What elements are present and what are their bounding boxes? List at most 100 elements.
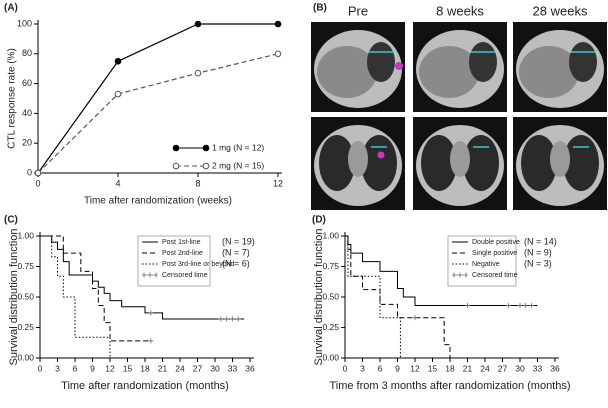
x-tick-label: 0 [343, 363, 348, 373]
lung [421, 135, 457, 191]
x-tick-label: 36 [245, 363, 255, 373]
legend-label: 2 mg (N = 15) [212, 160, 264, 170]
survival-curve [345, 235, 401, 358]
point [34, 169, 42, 177]
lesion [395, 62, 403, 70]
censor-mark [465, 303, 470, 309]
legend-n: (N = 14) [524, 236, 557, 246]
legend-box [137, 235, 211, 287]
point [274, 50, 282, 58]
x-tick-label: 12 [273, 178, 283, 188]
x-tick-label: 30 [515, 363, 525, 373]
x-tick-label: 3 [360, 363, 365, 373]
column-label: 28 weeks [533, 3, 588, 18]
lung [361, 135, 397, 191]
x-tick-label: 36 [550, 363, 560, 373]
censor-mark [412, 315, 418, 321]
censor-mark [230, 316, 235, 322]
lung [469, 42, 497, 82]
censor-mark [148, 310, 154, 316]
x-tick-label: 6 [73, 363, 78, 373]
x-tick-label: 12 [105, 363, 115, 373]
y-tick-label: 0.75 [17, 261, 34, 271]
x-tick-label: 0 [38, 363, 43, 373]
censor-mark [148, 338, 154, 344]
x-tick-label: 33 [228, 363, 238, 373]
censor-mark [517, 303, 523, 309]
y-tick-label: 40 [22, 108, 32, 118]
censor-mark [218, 316, 224, 322]
panel-label: (C) [4, 215, 18, 226]
censor-mark [505, 303, 511, 309]
lesion [377, 151, 385, 159]
legend-label: Post 2nd-line [162, 250, 203, 257]
x-tick-label: 15 [428, 363, 438, 373]
lung [563, 135, 599, 191]
x-tick-label: 3 [55, 363, 60, 373]
survival-curve [40, 235, 151, 342]
y-tick-label: 60 [22, 78, 32, 88]
lung [319, 135, 355, 191]
lung [569, 42, 597, 82]
lung [463, 135, 499, 191]
x-axis-label: Time from 3 months after randomization (… [329, 380, 570, 392]
y-tick-label: 0 [27, 167, 32, 177]
x-tick-label: 33 [533, 363, 543, 373]
y-axis-label: Survival distribution function [313, 229, 325, 366]
x-tick-label: 21 [463, 363, 473, 373]
legend-censor [142, 272, 158, 278]
point [274, 20, 282, 28]
legend-n: (N = 6) [222, 258, 250, 268]
x-tick-label: 6 [378, 363, 383, 373]
x-tick-label: 27 [498, 363, 508, 373]
series-line [37, 23, 278, 174]
legend-marker [172, 162, 180, 170]
censor-mark [523, 303, 529, 309]
censor-mark [235, 316, 241, 322]
x-tick-label: 18 [445, 363, 455, 373]
x-tick-label: 18 [140, 363, 150, 373]
legend-label: Post 1st-line [162, 239, 201, 246]
lung [521, 135, 557, 191]
legend-label: Negative [472, 261, 500, 268]
legend-n: (N = 9) [524, 247, 552, 257]
point [114, 90, 122, 98]
point [194, 69, 202, 77]
point [194, 20, 202, 28]
legend-label: Censored time [472, 272, 518, 279]
panel-label: (A) [4, 3, 18, 14]
x-axis-label: Time after randomization (weeks) [84, 196, 232, 207]
panel-label: (D) [312, 215, 326, 226]
panel-label: (B) [313, 3, 327, 14]
mediastinum [550, 141, 570, 177]
legend-label: 1 mg (N = 12) [212, 142, 264, 152]
censor-mark [224, 316, 230, 322]
legend-marker [202, 162, 210, 170]
y-tick-label: 0.25 [322, 322, 339, 332]
y-axis-label: CTL response rate (%) [7, 48, 18, 149]
y-tick-label: 0.50 [322, 291, 339, 301]
legend-marker [172, 144, 180, 152]
x-tick-label: 24 [480, 363, 490, 373]
x-tick-label: 0 [35, 178, 40, 188]
legend-n: (N = 3) [524, 258, 552, 268]
y-tick-label: 0.00 [17, 352, 34, 362]
legend-n: (N = 19) [222, 236, 255, 246]
mediastinum [450, 141, 470, 177]
liver [519, 46, 579, 98]
x-tick-label: 24 [175, 363, 185, 373]
y-tick-label: 0.75 [322, 261, 339, 271]
series-line [37, 53, 279, 174]
x-tick-label: 4 [115, 178, 120, 188]
legend-box [447, 235, 517, 287]
survival-curve [40, 235, 245, 320]
x-tick-label: 12 [410, 363, 420, 373]
point [114, 57, 122, 65]
y-tick-label: 0.25 [17, 322, 34, 332]
censor-mark [529, 303, 535, 309]
x-tick-label: 8 [195, 178, 200, 188]
lung [367, 42, 395, 82]
y-tick-label: 0.00 [322, 352, 339, 362]
column-label: 8 weeks [436, 3, 484, 18]
